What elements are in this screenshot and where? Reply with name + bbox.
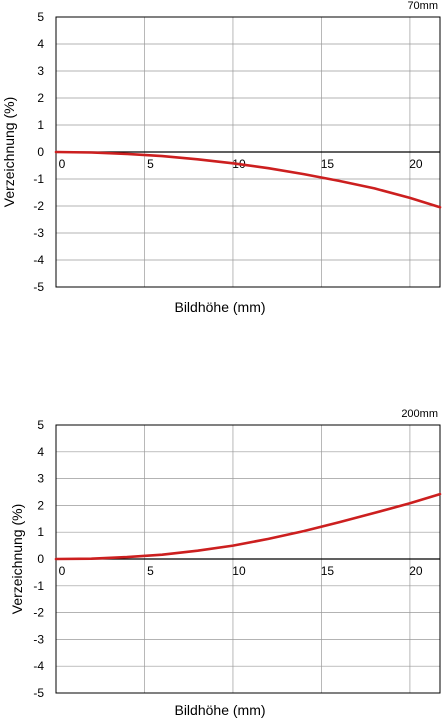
chart1-ytick-label: 0 [37, 145, 44, 159]
chart2-xtick-label: 15 [321, 564, 335, 578]
chart2-ytick-label: 1 [37, 525, 44, 539]
chart1-xtick-label: 20 [409, 157, 423, 171]
chart2-xtick-label: 10 [232, 564, 246, 578]
chart2-ytick-label: -5 [33, 686, 44, 700]
chart1-ytick-label: -4 [33, 253, 44, 267]
chart2-y-axis-label: Verzeichnung (%) [9, 504, 25, 615]
chart2-focal-label: 200mm [401, 408, 438, 420]
chart2-ytick-label: 4 [37, 445, 44, 459]
chart1-ytick-label: 2 [37, 91, 44, 105]
chart1-ytick-label: 5 [37, 10, 44, 24]
chart2-ytick-label: 5 [37, 418, 44, 432]
chart1-x-axis-label: Bildhöhe (mm) [174, 299, 265, 315]
chart2-ytick-label: -4 [33, 659, 44, 673]
chart2-ytick-label: -1 [33, 579, 44, 593]
chart2-series-1-line [54, 492, 442, 561]
chart1-xtick-label: 15 [321, 157, 335, 171]
chart1-ytick-label: 1 [37, 118, 44, 132]
chart2-ytick-label: 0 [37, 552, 44, 566]
chart1-ytick-label: -1 [33, 172, 44, 186]
chart1-focal-label: 70mm [407, 0, 438, 12]
chart2-ytick-label: 3 [37, 472, 44, 486]
chart1-y-axis-label: Verzeichnung (%) [1, 97, 17, 208]
chart2-xtick-label: 0 [59, 564, 66, 578]
chart2-ytick-label: 2 [37, 498, 44, 512]
chart1-series-1-line [54, 150, 442, 209]
chart2-x-axis-label: Bildhöhe (mm) [174, 702, 265, 718]
chart1-ytick-label: -2 [33, 199, 44, 213]
chart1-xtick-label: 0 [59, 157, 66, 171]
chart1-ytick-label: 4 [37, 37, 44, 51]
chart1-ytick-label: 3 [37, 64, 44, 78]
chart2-xtick-label: 5 [147, 564, 154, 578]
chart2-ytick-label: -2 [33, 606, 44, 620]
chart2-ytick-label: -3 [33, 632, 44, 646]
chart2-xtick-label: 20 [409, 564, 423, 578]
chart1-xtick-label: 5 [147, 157, 154, 171]
chart1-ytick-label: -5 [33, 280, 44, 294]
chart1-ytick-label: -3 [33, 226, 44, 240]
